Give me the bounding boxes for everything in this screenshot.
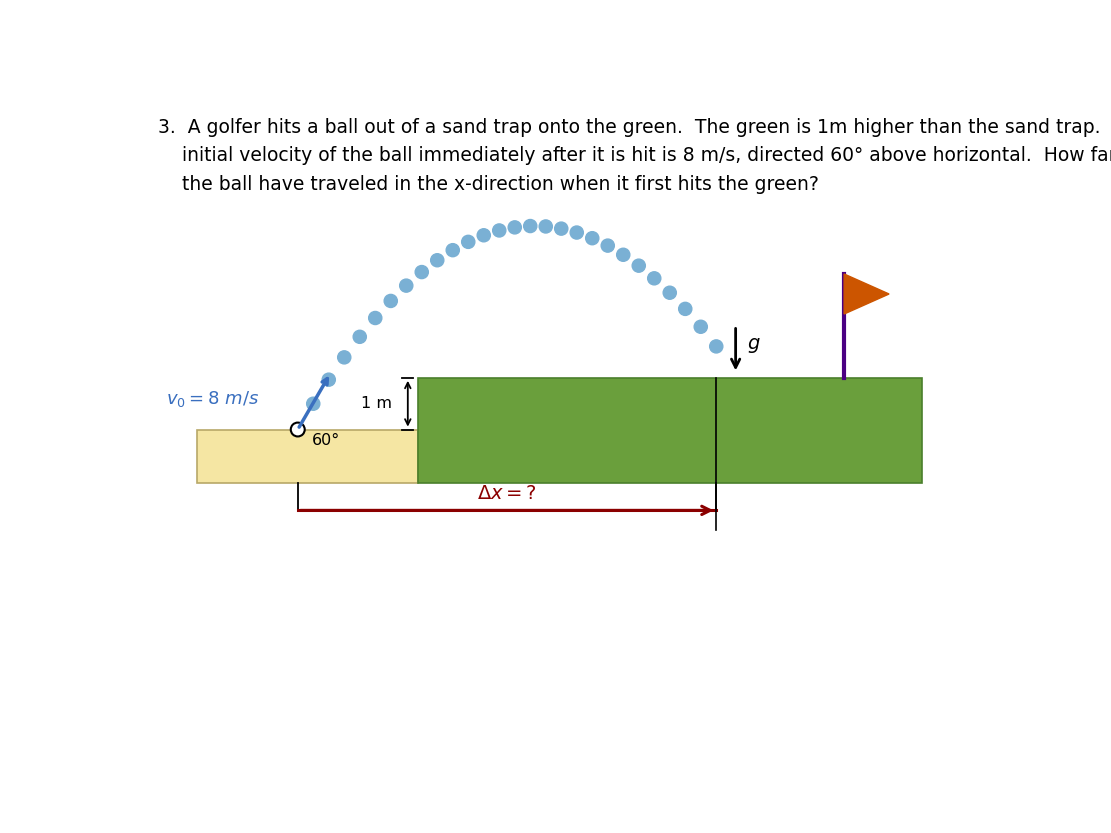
Polygon shape xyxy=(844,274,889,314)
Bar xyxy=(418,378,922,483)
Circle shape xyxy=(663,287,677,299)
Text: 1 m: 1 m xyxy=(361,397,392,412)
Circle shape xyxy=(570,226,583,239)
Circle shape xyxy=(632,259,645,272)
Circle shape xyxy=(353,330,367,343)
Circle shape xyxy=(694,320,708,333)
Circle shape xyxy=(679,302,692,316)
Text: $\Delta x = ?$: $\Delta x = ?$ xyxy=(477,484,537,502)
Circle shape xyxy=(384,294,398,307)
Text: 3.  A golfer hits a ball out of a sand trap onto the green.  The green is 1m hig: 3. A golfer hits a ball out of a sand tr… xyxy=(158,117,1111,137)
Circle shape xyxy=(648,272,661,285)
Circle shape xyxy=(554,222,568,235)
Circle shape xyxy=(291,423,304,436)
Circle shape xyxy=(416,266,429,278)
Circle shape xyxy=(539,220,552,233)
Text: $v_0 = 8\ m/s$: $v_0 = 8\ m/s$ xyxy=(166,389,259,409)
Circle shape xyxy=(369,312,382,325)
Text: $g$: $g$ xyxy=(748,336,761,355)
Circle shape xyxy=(431,254,443,267)
Circle shape xyxy=(338,351,351,364)
Circle shape xyxy=(492,224,506,237)
Circle shape xyxy=(291,422,304,436)
Circle shape xyxy=(447,243,459,257)
Circle shape xyxy=(710,340,723,353)
Circle shape xyxy=(462,235,474,248)
Circle shape xyxy=(523,220,537,232)
Text: initial velocity of the ball immediately after it is hit is 8 m/s, directed 60° : initial velocity of the ball immediately… xyxy=(158,146,1111,165)
Circle shape xyxy=(400,279,413,292)
Circle shape xyxy=(477,229,490,242)
Circle shape xyxy=(307,397,320,411)
Circle shape xyxy=(508,221,521,234)
Bar xyxy=(197,430,418,483)
Circle shape xyxy=(617,248,630,262)
Circle shape xyxy=(322,373,336,387)
Text: 60°: 60° xyxy=(312,433,340,448)
Circle shape xyxy=(601,239,614,252)
Circle shape xyxy=(585,232,599,245)
Text: the ball have traveled in the x-direction when it first hits the green?: the ball have traveled in the x-directio… xyxy=(158,175,819,193)
